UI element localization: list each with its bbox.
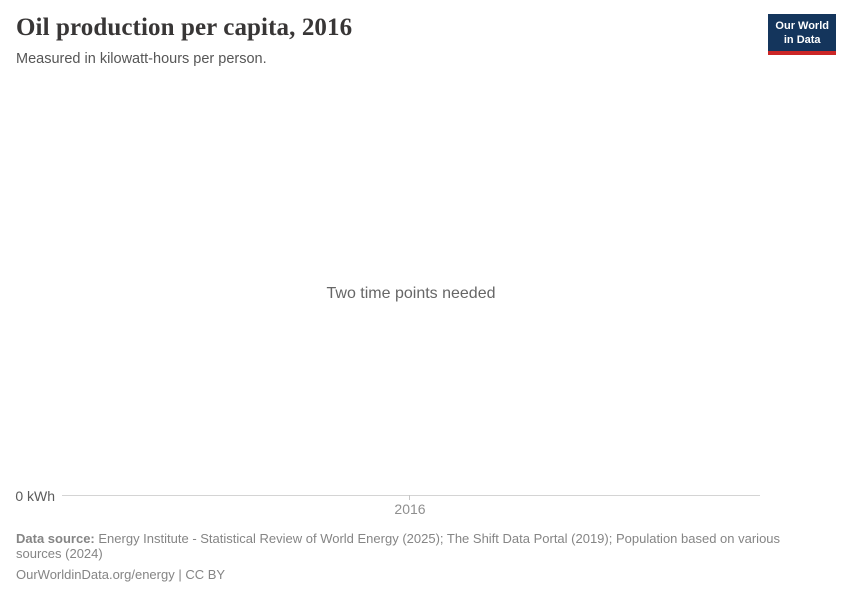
x-axis-tick bbox=[409, 495, 410, 500]
x-axis-tick-label: 2016 bbox=[394, 501, 426, 517]
empty-state-message: Two time points needed bbox=[326, 285, 496, 302]
x-axis-line bbox=[62, 495, 760, 496]
chart-footer: Data source: Energy Institute - Statisti… bbox=[16, 531, 822, 582]
data-source-label: Data source: bbox=[16, 531, 95, 546]
page-title: Oil production per capita, 2016 bbox=[16, 14, 353, 41]
chart-subtitle: Measured in kilowatt-hours per person. bbox=[16, 51, 267, 67]
y-axis-zero-label: 0 kWh bbox=[15, 488, 55, 504]
data-source-line: Data source: Energy Institute - Statisti… bbox=[16, 531, 822, 561]
owid-logo[interactable]: Our World in Data bbox=[768, 14, 836, 55]
logo-text-line2: in Data bbox=[783, 34, 821, 47]
data-source-text[interactable]: Energy Institute - Statistical Review of… bbox=[16, 531, 781, 561]
logo-text-line1: Our World bbox=[775, 20, 829, 32]
license-link[interactable]: OurWorldinData.org/energy | CC BY bbox=[16, 567, 226, 582]
